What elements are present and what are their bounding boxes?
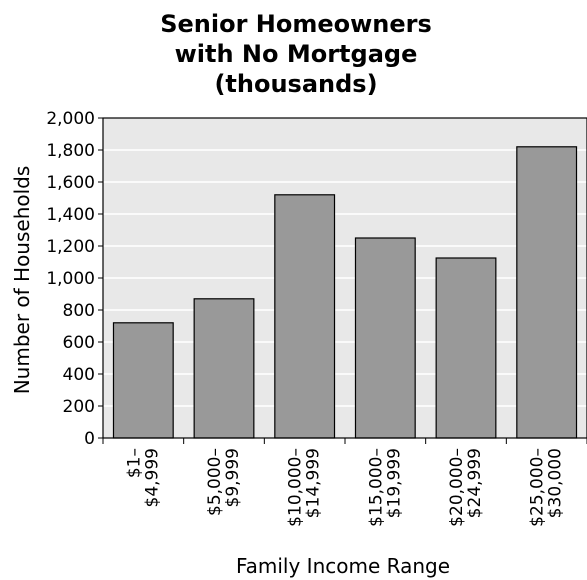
- x-category-label: $25,000–: [528, 448, 548, 527]
- y-axis-ticks: 0 200 400 600 800 1,000 1,200 1,400 1,600 1,800 2,…: [46, 109, 103, 449]
- y-tick-label: 1,400: [46, 205, 95, 225]
- x-category-label: $20,000–: [447, 448, 467, 527]
- y-tick-label: 1,800: [46, 141, 95, 161]
- chart-title-line-1: Senior Homeowners: [160, 10, 432, 38]
- x-axis-label: Family Income Range: [236, 554, 450, 578]
- x-axis-categories: $1–$4,999 $5,000–$9,999 $10,000–$14,999 $15…: [124, 448, 565, 527]
- chart-title-line-2: with No Mortgage: [175, 40, 418, 68]
- bar: [193, 298, 255, 439]
- x-category-label: $30,000: [546, 448, 566, 518]
- bar: [112, 322, 174, 439]
- x-category-label: $5,000–: [205, 448, 225, 516]
- chart-title-line-3: (thousands): [214, 70, 377, 98]
- x-category-label: $10,000–: [286, 448, 306, 527]
- y-tick-label: 200: [63, 397, 95, 417]
- x-category-label: $15,000–: [366, 448, 386, 527]
- x-category-label: $24,999: [465, 448, 485, 518]
- x-category-label: $1–: [124, 448, 144, 478]
- bar: [274, 194, 336, 439]
- x-category-label: $9,999: [223, 448, 243, 507]
- x-category-label: $4,999: [142, 448, 162, 507]
- y-tick-label: 1,200: [46, 237, 95, 257]
- x-category-label: $19,999: [384, 448, 404, 518]
- y-tick-label: 600: [63, 333, 95, 353]
- bars: [112, 146, 578, 439]
- x-category-label: $14,999: [304, 448, 324, 518]
- y-tick-label: 400: [63, 365, 95, 385]
- gridlines: [103, 149, 587, 407]
- bar: [516, 146, 578, 439]
- y-axis-label: Number of Households: [10, 166, 34, 395]
- y-tick-label: 0: [84, 429, 95, 449]
- y-tick-label: 2,000: [46, 109, 95, 129]
- x-axis-ticks: [102, 438, 587, 444]
- bar: [435, 257, 497, 439]
- bar: [354, 237, 416, 439]
- y-tick-label: 1,000: [46, 269, 95, 289]
- y-tick-label: 800: [63, 301, 95, 321]
- y-tick-label: 1,600: [46, 173, 95, 193]
